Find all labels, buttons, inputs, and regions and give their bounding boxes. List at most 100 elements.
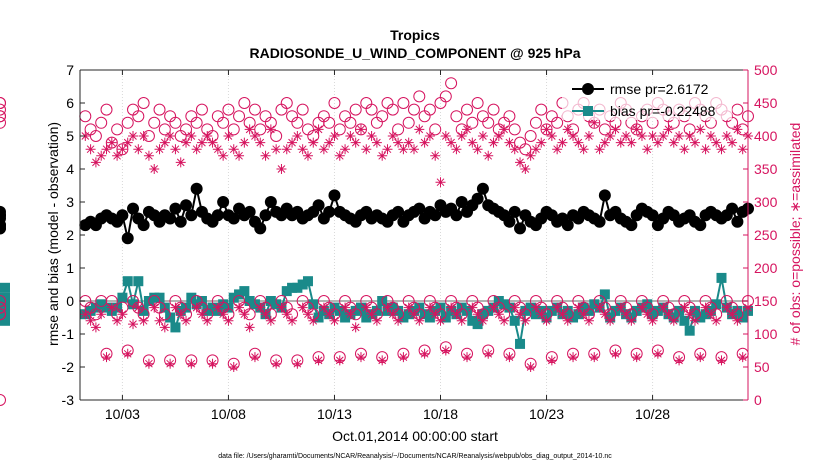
data-point xyxy=(0,116,6,129)
data-point xyxy=(414,124,425,135)
data-point xyxy=(684,325,695,336)
legend-bias-label: bias pr=-0.22488 xyxy=(610,103,716,119)
data-file-footer: data file: /Users/gharamti/Documents/NCA… xyxy=(218,453,612,460)
data-point xyxy=(318,144,329,155)
data-point xyxy=(605,315,616,326)
data-point xyxy=(217,116,230,129)
data-point xyxy=(647,309,658,320)
data-point xyxy=(349,103,362,116)
data-point xyxy=(249,131,260,141)
data-point xyxy=(721,302,732,313)
data-point xyxy=(202,131,213,141)
data-point xyxy=(413,90,426,103)
data-point xyxy=(334,305,345,316)
data-point xyxy=(122,348,133,359)
data-point xyxy=(302,150,313,161)
data-point xyxy=(254,123,267,136)
data-point xyxy=(106,137,117,148)
data-point xyxy=(133,276,144,287)
data-point xyxy=(175,157,186,168)
data-point xyxy=(625,219,638,232)
data-point xyxy=(694,219,707,232)
data-point xyxy=(128,299,139,310)
data-point xyxy=(386,103,399,116)
data-point xyxy=(292,282,303,293)
data-point xyxy=(658,302,669,313)
data-point xyxy=(424,302,435,313)
legend-rmse-marker xyxy=(582,83,594,95)
data-point xyxy=(186,131,197,141)
data-point xyxy=(695,312,706,323)
data-point xyxy=(287,315,298,326)
data-point xyxy=(599,289,610,300)
data-point xyxy=(541,124,552,135)
data-point xyxy=(408,103,420,116)
data-point xyxy=(705,131,716,141)
data-point xyxy=(180,199,193,212)
data-point xyxy=(541,315,552,326)
data-point xyxy=(159,322,170,333)
data-point xyxy=(313,124,324,135)
data-point xyxy=(429,123,442,136)
data-point xyxy=(377,355,388,366)
data-point xyxy=(117,292,128,303)
data-point xyxy=(737,144,748,155)
y-tick-label-right: 100 xyxy=(754,326,778,342)
data-point xyxy=(281,286,292,297)
data-point xyxy=(461,103,474,116)
data-point xyxy=(409,309,419,320)
data-point xyxy=(440,345,451,356)
data-point xyxy=(679,315,690,326)
data-point xyxy=(647,315,658,326)
data-point xyxy=(323,116,336,129)
data-point xyxy=(117,309,128,320)
y-tick-label-right: 350 xyxy=(754,161,778,177)
data-point xyxy=(393,305,404,316)
data-point xyxy=(455,196,468,208)
data-point xyxy=(530,309,541,320)
data-point xyxy=(85,305,96,316)
data-point xyxy=(212,302,223,313)
data-point xyxy=(218,309,229,320)
data-point xyxy=(361,302,372,313)
data-point xyxy=(96,309,107,320)
ticks: -3 -2 -1 0 1 2 3 4 5 6 7 0 50 100 150 200 250 300 350 400 45… xyxy=(62,62,778,422)
data-point xyxy=(430,150,441,161)
data-point xyxy=(191,144,202,155)
data-point xyxy=(207,358,218,369)
data-point xyxy=(477,131,488,141)
data-point xyxy=(419,137,430,148)
data-point xyxy=(514,222,527,235)
data-point xyxy=(79,110,92,123)
data-point xyxy=(392,205,405,218)
data-point xyxy=(333,123,346,136)
data-point xyxy=(515,309,526,320)
data-point xyxy=(483,150,494,161)
data-point xyxy=(112,315,123,326)
data-point xyxy=(270,130,283,142)
data-point xyxy=(652,137,663,148)
x-tick-label: 10/08 xyxy=(211,406,246,422)
data-point xyxy=(312,199,325,212)
data-point xyxy=(217,196,230,208)
y-tick-label-left: 5 xyxy=(66,128,74,144)
data-point xyxy=(238,97,251,109)
data-point xyxy=(265,124,276,135)
data-point xyxy=(165,131,176,141)
y-tick-label-right: 400 xyxy=(754,128,778,144)
data-point xyxy=(503,215,516,228)
data-point xyxy=(435,177,446,188)
data-point xyxy=(393,137,404,148)
data-point xyxy=(610,305,621,316)
data-point xyxy=(101,352,112,363)
data-point xyxy=(255,302,266,313)
data-point xyxy=(573,309,584,320)
data-point xyxy=(562,124,573,135)
data-point xyxy=(652,348,663,359)
data-point xyxy=(695,124,706,135)
data-point xyxy=(552,144,563,155)
data-point xyxy=(101,302,112,313)
data-point xyxy=(291,116,304,129)
data-point xyxy=(287,137,298,148)
data-point xyxy=(0,219,6,232)
